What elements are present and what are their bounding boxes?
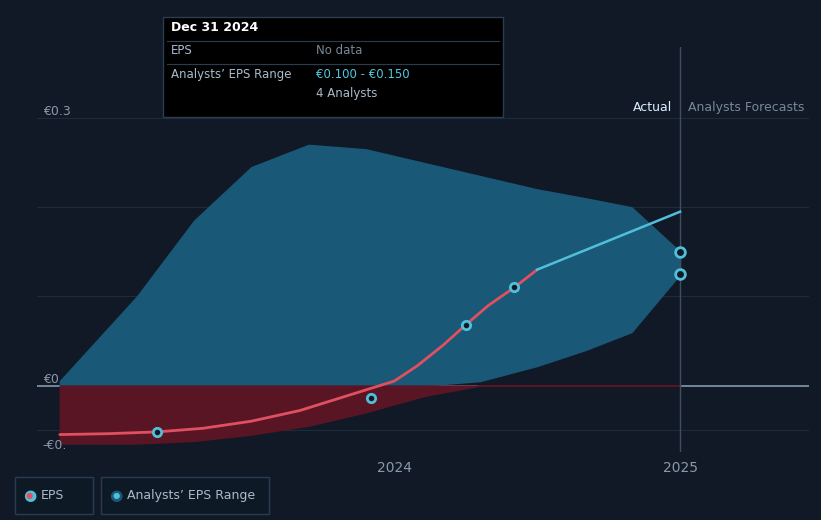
Text: €0.100 - €0.150: €0.100 - €0.150 — [316, 68, 410, 81]
Text: -€0.: -€0. — [43, 439, 67, 452]
Text: 4 Analysts: 4 Analysts — [316, 87, 378, 100]
Text: Actual: Actual — [633, 101, 672, 114]
Text: Analysts’ EPS Range: Analysts’ EPS Range — [172, 68, 291, 81]
Text: Analysts Forecasts: Analysts Forecasts — [688, 101, 804, 114]
Text: €0: €0 — [43, 372, 58, 385]
Text: Analysts’ EPS Range: Analysts’ EPS Range — [127, 489, 255, 502]
Text: €0.3: €0.3 — [43, 105, 71, 118]
Text: ●: ● — [109, 488, 122, 503]
Text: No data: No data — [316, 45, 362, 58]
Text: ●: ● — [23, 488, 36, 503]
Text: Dec 31 2024: Dec 31 2024 — [172, 21, 259, 34]
Text: EPS: EPS — [41, 489, 64, 502]
Text: ●: ● — [112, 491, 119, 500]
Text: ●: ● — [26, 491, 33, 500]
Text: EPS: EPS — [172, 45, 193, 58]
